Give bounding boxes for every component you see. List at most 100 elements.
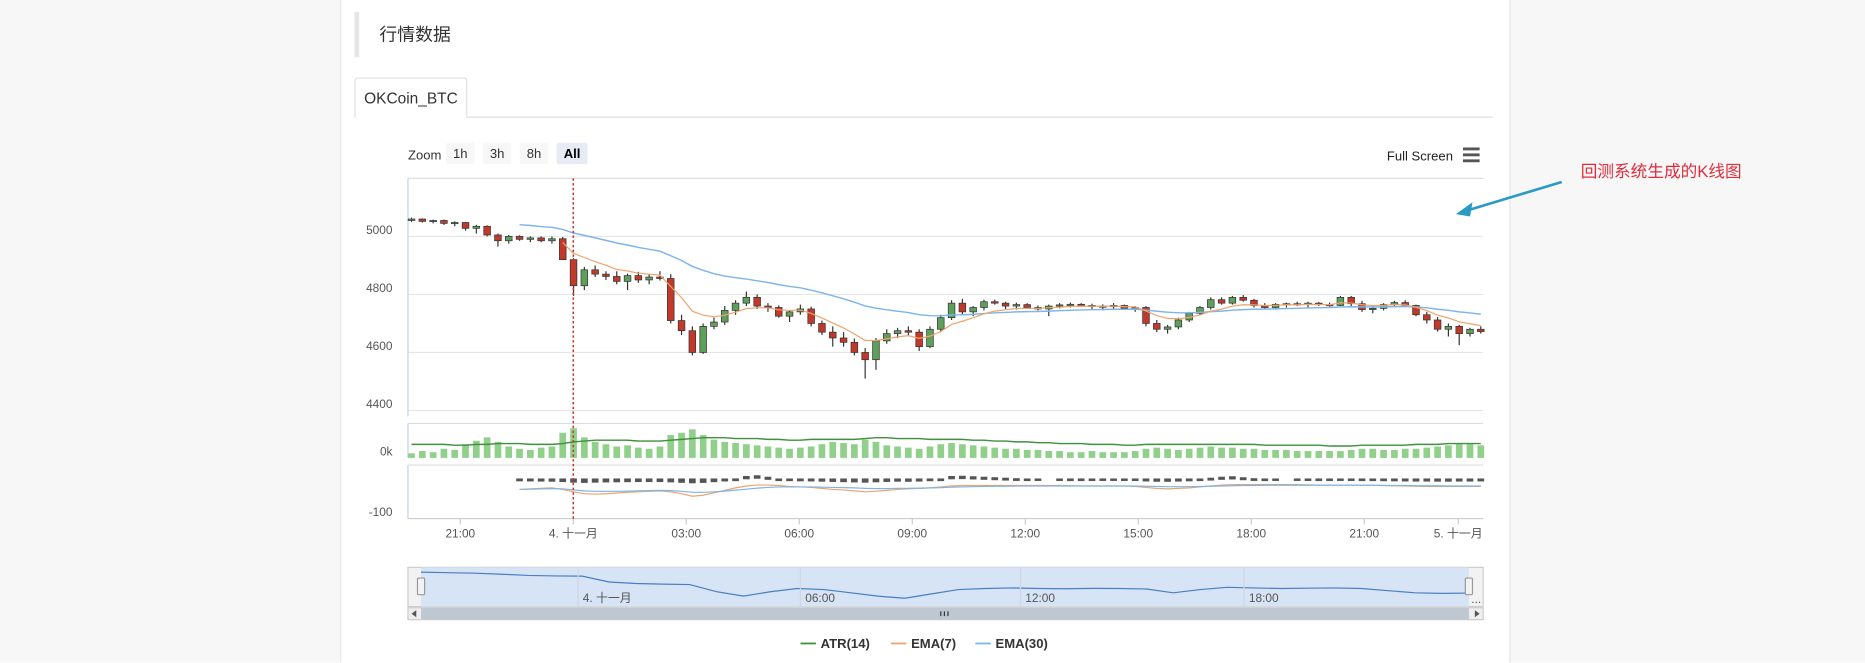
- scroll-right-icon[interactable]: [1474, 610, 1480, 618]
- macd-bar: [872, 478, 880, 483]
- macd-bar: [602, 478, 610, 483]
- zoom-button-all[interactable]: All: [556, 142, 588, 165]
- zoom-buttons: 1h 3h 8h All: [446, 142, 588, 165]
- volume-bar: [991, 447, 999, 458]
- candle: [1336, 295, 1345, 307]
- candle: [472, 224, 481, 234]
- legend-label: EMA(7): [911, 636, 956, 651]
- candle-body-up: [1207, 299, 1215, 308]
- navigator[interactable]: 4. 十一月 06:00 12:00 18:00...: [407, 566, 1484, 621]
- candle: [461, 221, 470, 231]
- candle-body-up: [742, 296, 751, 304]
- candle-body-up: [472, 225, 481, 229]
- candle-body-up: [623, 275, 632, 282]
- x-tick-label: 21:00: [1349, 527, 1379, 541]
- macd-bar: [926, 478, 934, 482]
- candle-body-up: [1012, 304, 1021, 307]
- volume-bar: [1434, 446, 1441, 458]
- macd-bar: [1142, 478, 1150, 482]
- candle: [1196, 306, 1204, 316]
- candle: [839, 332, 848, 347]
- candle: [1477, 326, 1485, 334]
- macd-bar: [818, 478, 826, 482]
- candle: [1444, 323, 1453, 337]
- macd-bar: [1218, 476, 1225, 480]
- hamburger-menu-icon[interactable]: [1462, 147, 1480, 163]
- candle-body-down: [1412, 305, 1420, 316]
- candle: [1239, 295, 1247, 302]
- macd-bar: [570, 478, 577, 483]
- candle-body-up: [937, 317, 945, 330]
- macd-ema30-line: [519, 484, 1481, 493]
- zoom-button-bg: [519, 142, 549, 165]
- volume-bar: [829, 441, 837, 458]
- volume-bar: [1175, 449, 1182, 458]
- legend[interactable]: ATR(14) EMA(7) EMA(30): [800, 636, 1048, 651]
- legend-item-atr14[interactable]: ATR(14): [800, 636, 870, 651]
- volume-bar: [818, 444, 826, 458]
- legend-item-ema7[interactable]: EMA(7): [890, 636, 956, 651]
- candle-body-down: [591, 269, 599, 275]
- candle-body-down: [1455, 326, 1463, 334]
- axes: [407, 177, 1484, 520]
- volume-bar: [1002, 448, 1009, 458]
- macd-bar: [1455, 478, 1463, 482]
- x-tick-label: 06:00: [784, 527, 814, 541]
- candle-body-up: [548, 238, 556, 242]
- candle-body-down: [753, 296, 761, 307]
- candle-body-down: [1153, 323, 1161, 330]
- zoom-button-8h[interactable]: 8h: [519, 142, 549, 165]
- candle-body-down: [850, 341, 859, 353]
- macd-bar: [645, 478, 653, 483]
- zoom-button-1h[interactable]: 1h: [446, 142, 475, 165]
- macd-bar: [991, 477, 999, 481]
- macd-bar: [1110, 478, 1117, 481]
- macd-bar: [1445, 478, 1452, 482]
- volume-bar: [786, 448, 793, 458]
- x-tick-label: 21:00: [445, 527, 475, 541]
- macd-bar: [969, 476, 977, 480]
- volume-bar: [1196, 447, 1204, 458]
- macd-bar: [915, 478, 923, 482]
- ema7-line: [562, 242, 1481, 342]
- candle-body-up: [580, 269, 589, 287]
- zoom-button-3h[interactable]: 3h: [482, 142, 512, 165]
- macd-bar: [516, 478, 523, 482]
- candle-body-up: [785, 311, 794, 317]
- candle-body-up: [980, 301, 988, 308]
- candle-body-down: [1347, 296, 1355, 305]
- candle-body-up: [1055, 304, 1064, 307]
- x-tick-label: 12:00: [1010, 527, 1040, 541]
- candle: [1347, 295, 1355, 307]
- macd-bar: [1056, 478, 1063, 481]
- candle: [645, 274, 653, 285]
- fullscreen-button[interactable]: Full Screen: [1387, 149, 1453, 164]
- volume-bar: [537, 447, 545, 458]
- section-title: 行情数据: [379, 24, 451, 46]
- macd-bar: [710, 478, 718, 483]
- candle: [861, 348, 869, 379]
- tab-okcoin-btc[interactable]: OKCoin_BTC: [354, 77, 468, 118]
- legend-item-ema30[interactable]: EMA(30): [975, 636, 1048, 651]
- macd-bar: [1326, 478, 1333, 482]
- volume-bar: [1369, 448, 1377, 458]
- macd-bar: [959, 475, 966, 480]
- candle: [947, 300, 956, 320]
- volume-bar: [494, 441, 502, 458]
- candle-body-down: [829, 331, 837, 339]
- scroll-left-icon[interactable]: [411, 610, 417, 618]
- navigator-x-label: 12:00: [1025, 591, 1055, 605]
- navigator-handle-right[interactable]: [1464, 577, 1474, 596]
- x-tick-label: 03:00: [671, 527, 701, 541]
- navigator-x-label: 06:00: [805, 591, 835, 605]
- macd-bar: [1261, 478, 1269, 482]
- navigator-handle-left[interactable]: [416, 577, 426, 596]
- candle-body-down: [1423, 314, 1431, 321]
- volume-bar: [1218, 447, 1225, 458]
- candle-body-down: [1239, 296, 1247, 301]
- candle: [850, 338, 859, 356]
- volume-bar: [613, 446, 621, 458]
- candle-body-down: [494, 234, 502, 242]
- volume-bar: [1412, 448, 1420, 458]
